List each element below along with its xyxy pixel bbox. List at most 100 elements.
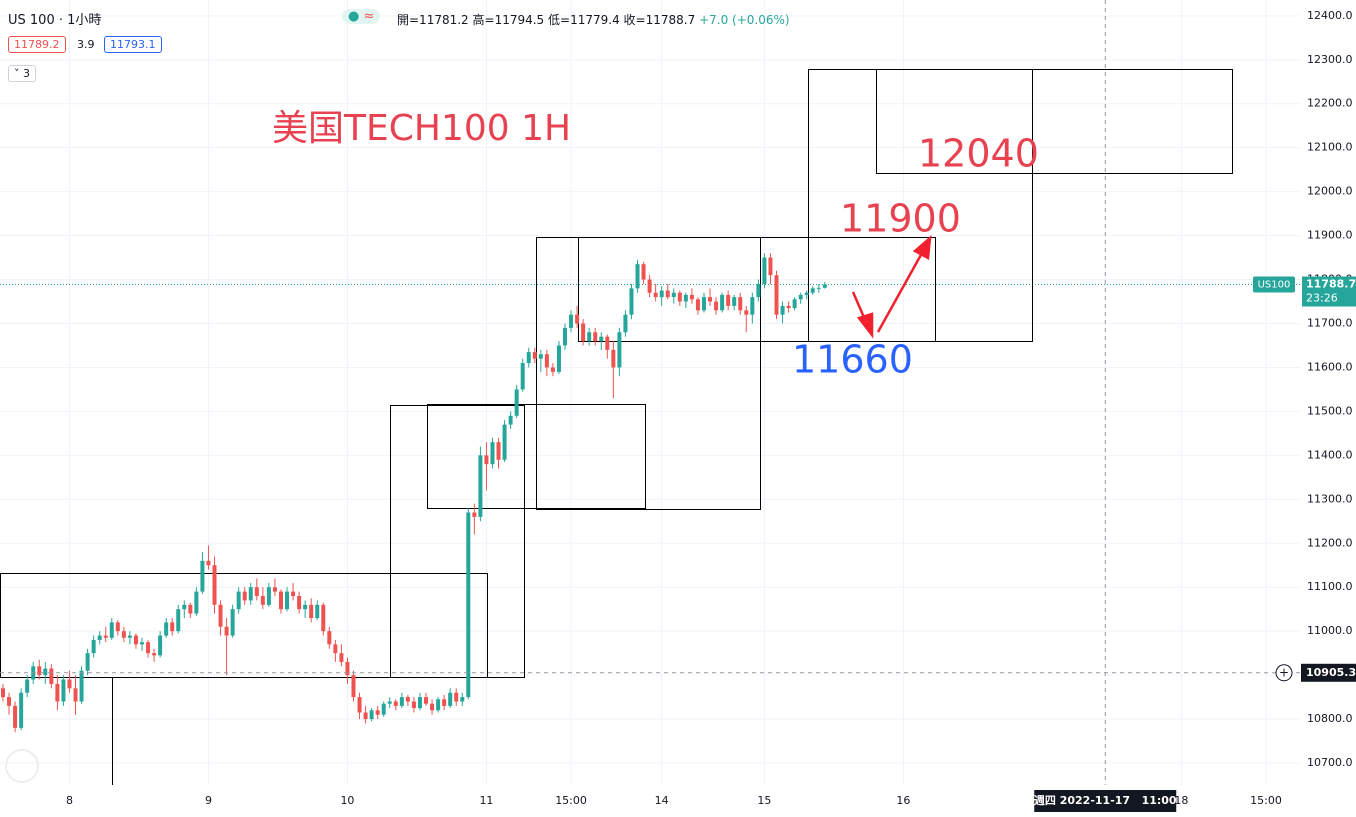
y-tick-label: 11000.0	[1307, 624, 1353, 637]
candle-body	[720, 294, 725, 311]
candle-body	[291, 591, 296, 597]
y-tick-label: 11500.0	[1307, 404, 1353, 417]
candle-body	[677, 292, 682, 302]
candle-body	[133, 635, 138, 645]
candle-body	[1, 688, 5, 698]
candle-body	[442, 699, 447, 706]
candle-body	[309, 604, 314, 618]
candle-body	[339, 653, 344, 662]
candle-body	[212, 565, 217, 605]
candle-body	[248, 587, 253, 601]
candle-body	[822, 284, 827, 288]
candle-body	[665, 290, 670, 298]
candle-body	[520, 363, 525, 390]
candle-body	[170, 622, 175, 632]
y-tick-label: 12100.0	[1307, 141, 1353, 154]
legend-item: 收=11788.7	[623, 13, 696, 27]
ohlc-legend: 開=11781.2 高=11794.5 低=11779.4 收=11788.7 …	[397, 11, 790, 28]
symbol[interactable]: US 100 · 1小時	[8, 13, 102, 28]
candle-body	[285, 591, 290, 610]
x-tick-label: 15:00	[1250, 794, 1282, 807]
bid-price[interactable]: 11789.2	[8, 36, 66, 53]
market-status[interactable]: ● ≈	[342, 9, 381, 24]
candle-body	[230, 609, 235, 636]
candle-body	[550, 367, 555, 372]
y-tick-label: 11700.0	[1307, 316, 1353, 329]
candle-body	[641, 264, 646, 280]
x-tick-label: 15	[757, 794, 771, 807]
candle-body	[218, 604, 223, 627]
candle-body	[73, 688, 78, 702]
candle-body	[738, 297, 743, 311]
crosshair-date-tag	[1034, 790, 1177, 812]
candle-body	[152, 653, 157, 656]
candle-body	[188, 604, 193, 614]
candle-body	[43, 668, 48, 676]
candle-body	[303, 604, 308, 610]
y-tick-label: 12000.0	[1307, 185, 1353, 198]
candle-body	[478, 455, 483, 517]
candle-body	[333, 644, 338, 654]
x-tick-label: 18	[1174, 794, 1188, 807]
candle-body	[430, 703, 435, 711]
candle-body	[405, 697, 410, 702]
crosshair-price-label: 10905.3	[1306, 666, 1356, 679]
candle-body	[695, 299, 700, 311]
candle-body	[369, 710, 374, 720]
y-tick-label: 11400.0	[1307, 448, 1353, 461]
candle-body	[544, 354, 549, 368]
candle-body	[714, 301, 719, 311]
candle-body	[532, 352, 537, 359]
candle-body	[587, 332, 592, 342]
candle-body	[744, 310, 749, 315]
candle-body	[260, 596, 265, 605]
candle-body	[411, 701, 416, 709]
candle-body	[146, 642, 151, 654]
crosshair-date-label: 週四 2022-11-17 11:00	[1034, 793, 1177, 807]
candle-body	[514, 389, 519, 416]
arrow-head	[912, 234, 932, 260]
indicator-toggle[interactable]: ˅ 3	[8, 65, 36, 82]
candle-body	[750, 297, 755, 315]
candle-body	[158, 635, 163, 656]
zone-box	[876, 69, 1233, 174]
candle-body	[351, 675, 356, 698]
candle-body	[762, 257, 767, 284]
candle-body	[732, 297, 737, 306]
candle-body	[375, 710, 380, 715]
candle-body	[115, 622, 120, 632]
x-tick-label: 11	[479, 794, 493, 807]
y-tick-label: 11100.0	[1307, 580, 1353, 593]
candle-body	[689, 294, 694, 300]
candle-body	[272, 587, 277, 592]
target-label: 11660	[792, 338, 913, 382]
x-tick-label: 9	[205, 794, 212, 807]
candle-body	[780, 305, 785, 315]
ask-price[interactable]: 11793.1	[104, 36, 162, 53]
candle-body	[242, 591, 247, 601]
arrow	[876, 252, 924, 333]
candle-body	[774, 275, 779, 315]
candle-body	[103, 635, 108, 638]
candle-body	[726, 294, 731, 306]
candle-body	[424, 697, 429, 704]
candle-body	[593, 332, 598, 342]
candle-body	[357, 697, 362, 713]
annotation-title: 美国TECH100 1H	[272, 108, 571, 149]
candle-body	[345, 661, 350, 676]
candle-body	[37, 666, 42, 676]
candle-body	[466, 512, 471, 698]
candle-body	[49, 668, 54, 684]
candle-body	[804, 292, 809, 295]
target-label: 11900	[840, 197, 961, 241]
candle-body	[176, 609, 181, 632]
candle-body	[816, 287, 821, 289]
symbol-tag-label: US100	[1258, 280, 1291, 291]
candle-body	[617, 332, 622, 368]
candle-body	[97, 635, 102, 640]
candle-body	[538, 354, 543, 359]
candle-body	[315, 604, 320, 618]
candle-body	[798, 294, 803, 300]
